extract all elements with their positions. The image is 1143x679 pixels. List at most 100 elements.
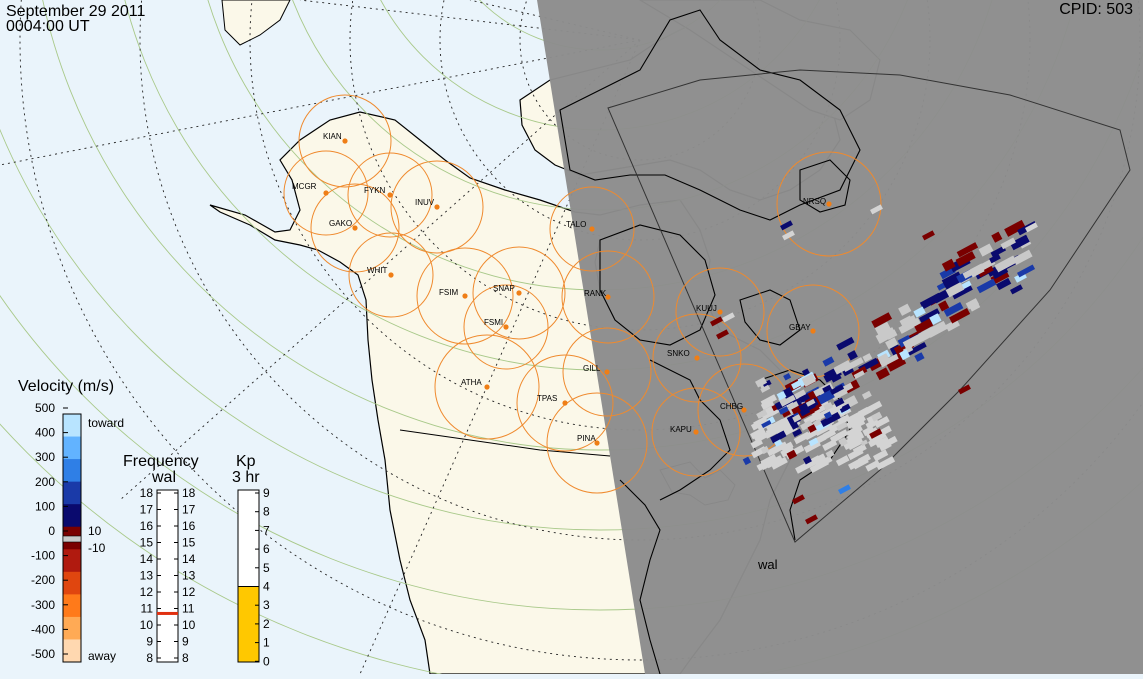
scatter-cell	[846, 424, 863, 438]
scatter-cell	[976, 278, 997, 294]
fov-circle-whit	[348, 232, 434, 318]
scatter-cell	[902, 332, 926, 350]
scatter-cell	[768, 417, 789, 432]
scatter-cell	[878, 440, 892, 452]
velocity-swatch	[63, 436, 81, 460]
scatter-cell	[846, 429, 863, 443]
scatter-cell	[835, 429, 849, 440]
scatter-cell	[786, 449, 798, 460]
station-dot-gill	[604, 369, 610, 375]
scatter-cell	[865, 418, 880, 430]
velocity-tick-label: -500	[31, 647, 55, 661]
velocity-tick-label: 500	[35, 401, 55, 415]
station-label-tpas: TPAS	[537, 394, 557, 403]
scatter-cell	[715, 329, 729, 340]
frequency-tick-right: 8	[182, 651, 189, 665]
station-dot-fsim	[462, 293, 468, 299]
fov-circle-rank	[561, 250, 655, 344]
scatter-cell	[761, 409, 775, 421]
scatter-cell	[871, 411, 883, 422]
scatter-cell	[837, 382, 854, 395]
scatter-cell	[949, 307, 971, 324]
frequency-tick-left: 18	[140, 486, 154, 500]
night-terminator	[537, 0, 1143, 674]
station-dot-snko	[694, 355, 700, 361]
station-label-gako: GAKO	[329, 219, 352, 228]
station-label-talo: TALO	[566, 220, 586, 229]
night-coastlines	[559, 9, 861, 675]
frequency-indicator	[157, 611, 178, 615]
station-dot-gako	[352, 225, 358, 231]
scatter-cell	[875, 327, 897, 344]
scatter-cell	[951, 284, 973, 300]
scatter-cell	[1009, 234, 1030, 251]
velocity-toward-label: toward	[88, 416, 124, 430]
scatter-cell	[886, 355, 907, 372]
scatter-cell	[898, 317, 921, 334]
station-dot-inuv	[434, 204, 440, 210]
scatter-cell	[781, 230, 795, 241]
scatter-cell	[805, 398, 816, 407]
scatter-cell	[809, 458, 830, 473]
scatter-cell	[1000, 237, 1016, 250]
scatter-cell	[765, 455, 784, 469]
scatter-cell	[872, 449, 889, 462]
scatter-cell	[996, 277, 1012, 291]
scatter-cell	[994, 255, 1017, 273]
frequency-tick-right: 14	[182, 552, 196, 566]
cpid-label: CPID: 503	[1059, 1, 1133, 18]
scatter-cell	[793, 389, 807, 400]
station-dot-snap	[516, 290, 522, 296]
scatter-cell	[750, 438, 764, 449]
velocity-swatch	[63, 414, 81, 438]
scatter-cell	[838, 437, 848, 447]
frequency-tick-right: 9	[182, 635, 189, 649]
kp-tick-label: 5	[263, 561, 270, 575]
scatter-cell	[899, 315, 913, 327]
station-label-snap: SNAP	[493, 284, 515, 293]
border	[399, 429, 611, 457]
scatter-cell	[836, 336, 855, 351]
scatter-cell	[945, 282, 965, 298]
station-dot-chbg	[741, 407, 747, 413]
scatter-cell	[918, 326, 936, 342]
velocity-tick-label: -200	[31, 573, 55, 587]
scatter-cell	[780, 445, 795, 458]
fov-circle-pina	[546, 392, 648, 494]
velocity-tick-label: 0	[48, 524, 55, 538]
scatter-cell	[750, 417, 768, 431]
scatter-cell	[852, 443, 867, 455]
frequency-tick-right: 18	[182, 486, 196, 500]
fov-circle-mcgr	[283, 150, 369, 236]
station-label-chbg: CHBG	[720, 402, 743, 411]
scatter-cell	[877, 353, 891, 366]
velocity-tick-label: 400	[35, 426, 55, 440]
scatter-cell	[871, 312, 893, 328]
scatter-cell	[990, 245, 1007, 258]
station-dot-pina	[594, 440, 600, 446]
fov-circle-fykn	[347, 152, 433, 238]
scatter-cell	[885, 337, 899, 350]
velocity-ticks: 500 400 300 200 100 0 -100 -200 -300 -400 -500	[31, 401, 68, 661]
frequency-tick-left: 10	[140, 618, 154, 632]
frequency-ticks: 18 18 17 17 16 16 15 15 14 14 13 13 12 12 11 11 10 10 9 9 8 8	[140, 486, 196, 665]
station-dot-talo	[589, 226, 595, 232]
velocity-swatch	[63, 639, 81, 663]
scatter-cell	[808, 437, 819, 447]
scatter-cell	[790, 422, 799, 430]
fov-circle-inuv	[390, 160, 484, 254]
scatter-cell	[795, 459, 814, 474]
scatter-cell	[770, 430, 787, 444]
scatter-cell	[986, 266, 999, 277]
station-label-atha: ATHA	[461, 378, 482, 387]
velocity-title: Velocity (m/s)	[18, 378, 114, 395]
velocity-swatch	[63, 616, 81, 640]
scatter-cell	[898, 303, 912, 316]
kp-tick-label: 4	[263, 580, 270, 594]
scatter-cell	[776, 390, 787, 401]
station-label-fsmi: FSMI	[484, 318, 503, 327]
scatter-cell	[835, 455, 850, 467]
scatter-cell	[914, 318, 934, 334]
station-markers: KIAN MCGR FYKN INUV GAKO WHIT FSIM SNAP FSMI TALO…	[292, 132, 832, 446]
